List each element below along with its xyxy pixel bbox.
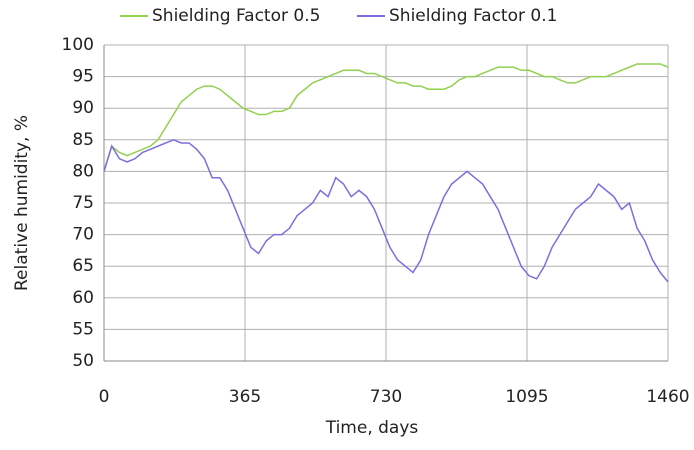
series-line bbox=[103, 138, 669, 283]
legend-label: Shielding Factor 0.5 bbox=[152, 6, 320, 26]
x-tick-label: 730 bbox=[370, 387, 402, 407]
y-tick-label: 70 bbox=[72, 225, 94, 245]
legend-label: Shielding Factor 0.1 bbox=[389, 6, 557, 26]
y-axis-title: Relative humidity, % bbox=[12, 115, 32, 291]
y-tick-label: 95 bbox=[72, 67, 94, 87]
x-tick-label: 365 bbox=[229, 387, 261, 407]
x-tick-label: 1095 bbox=[505, 387, 548, 407]
y-tick-label: 55 bbox=[72, 319, 94, 339]
y-tick-label: 50 bbox=[72, 351, 94, 371]
series-line bbox=[103, 63, 669, 172]
y-tick-label: 100 bbox=[62, 35, 94, 55]
x-tick-label: 1460 bbox=[646, 387, 689, 407]
x-tick-label: 0 bbox=[99, 387, 110, 407]
y-tick-label: 80 bbox=[72, 161, 94, 181]
y-tick-label: 85 bbox=[72, 130, 94, 150]
y-tick-label: 60 bbox=[72, 288, 94, 308]
y-tick-label: 75 bbox=[72, 193, 94, 213]
y-tick-label: 65 bbox=[72, 256, 94, 276]
x-axis-title: Time, days bbox=[325, 418, 419, 438]
y-tick-label: 90 bbox=[72, 98, 94, 118]
